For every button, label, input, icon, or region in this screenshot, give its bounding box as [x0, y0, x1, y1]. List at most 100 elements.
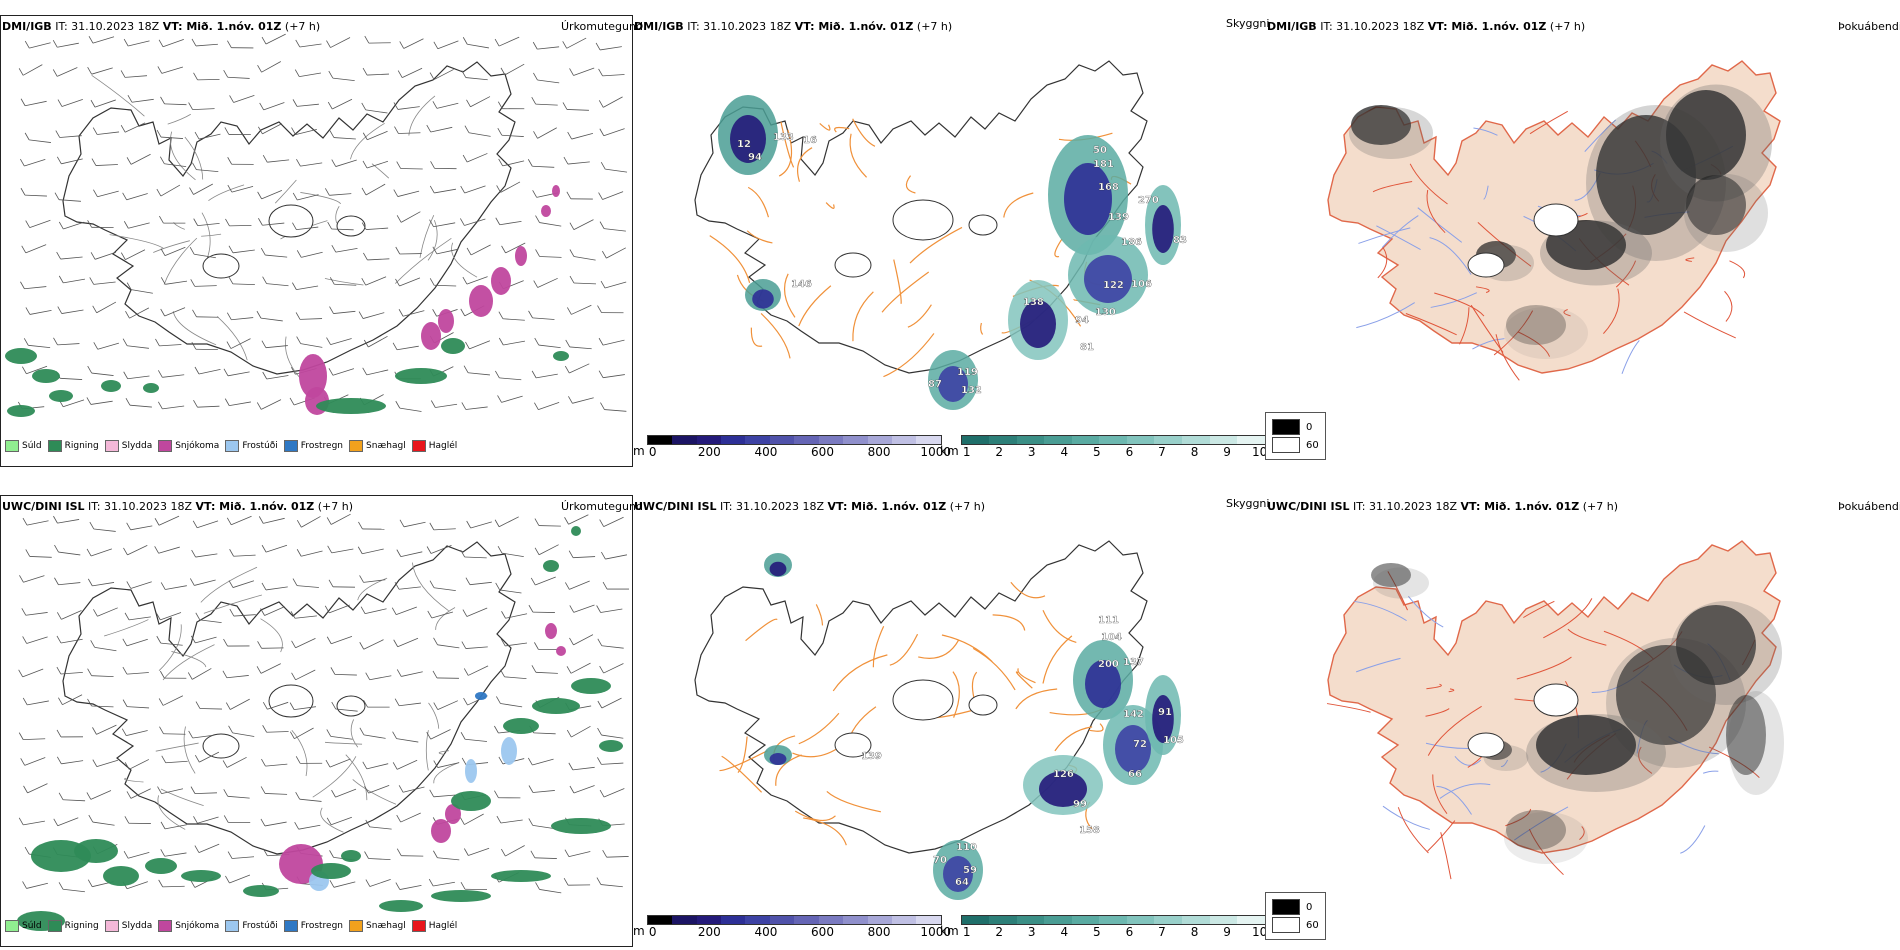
vis-panel-row1: 50 181 168 270 139 186 83 122 106 138 94 130 81 146 11… — [633, 15, 1266, 467]
colorbar-cell — [1126, 436, 1155, 444]
colorbar-cell — [745, 916, 770, 924]
colorbar-cell — [696, 916, 721, 924]
colorbar-cell — [1071, 916, 1100, 924]
colorbar-cell — [672, 916, 697, 924]
colorbar-tick-label: 5 — [1093, 445, 1101, 459]
colorbar-cell — [1209, 916, 1238, 924]
legend-label: Snæhagl — [366, 921, 406, 931]
legend-label: Súld — [22, 921, 42, 931]
ceiling-value-label: 66 — [1128, 769, 1142, 780]
colorbar-cell — [672, 436, 697, 444]
colorbar-cell — [1126, 916, 1155, 924]
colorbar-tick-label: 8 — [1190, 445, 1199, 459]
colorbar-tick-label: 6 — [1125, 445, 1134, 459]
wind-barbs — [18, 513, 630, 894]
colorbar-tick-label: 600 — [811, 925, 834, 939]
colorbar-cell — [1209, 436, 1238, 444]
fog-legend-label: 0 — [1306, 901, 1313, 913]
it-label: IT: — [1353, 500, 1366, 513]
legend-label: Slydda — [121, 441, 153, 451]
fog-panel-row1 — [1266, 15, 1900, 467]
fog-title-row1: Þokuábendi — [1838, 20, 1900, 33]
vt-label: VT: Mið. 1.nóv. 01Z — [827, 500, 947, 513]
colorbar-tick-label: 7 — [1158, 925, 1166, 939]
legend-swatch — [47, 440, 62, 452]
fog-legend-swatch — [1272, 419, 1300, 435]
ceiling-value-label: 119 — [957, 367, 978, 378]
colorbar-unit: m — [633, 924, 645, 938]
legend-swatch — [349, 440, 364, 452]
vt-label: VT: Mið. 1.nóv. 01Z — [1427, 20, 1547, 33]
legend-label: Súld — [22, 441, 42, 451]
colorbar-cell — [720, 436, 746, 444]
colorbar-cell — [843, 916, 868, 924]
lead-time: (+7 h) — [1582, 500, 1619, 513]
colorbar-cell — [961, 916, 990, 924]
legend-swatch — [283, 920, 298, 932]
fog-legend-item: 0 — [1272, 419, 1319, 435]
ceiling-value-label: 139 — [1108, 212, 1129, 223]
fog-index-areas — [1371, 563, 1784, 864]
ceiling-value-label: 70 — [933, 855, 947, 866]
colorbar-cell — [916, 916, 941, 924]
vis-header-row1: DMI/IGB IT: 31.10.2023 18Z VT: Mið. 1.nó… — [634, 20, 952, 33]
it-label: IT: — [720, 500, 733, 513]
precip-panel-row1: Súld Rigning Slydda Snjókoma Frostúði Frostre… — [0, 15, 633, 467]
colorbar-tick-label: 600 — [811, 445, 834, 459]
vt-label: VT: Mið. 1.nóv. 01Z — [794, 20, 914, 33]
colorbar-tick-label: 1 — [962, 445, 971, 459]
vt-label: VT: Mið. 1.nóv. 01Z — [1460, 500, 1580, 513]
ceiling-value-label: 87 — [928, 379, 942, 390]
it-label: IT: — [687, 20, 700, 33]
vt-label: VT: Mið. 1.nóv. 01Z — [195, 500, 315, 513]
colorbar-cell — [989, 916, 1017, 924]
colorbar-cell — [1016, 436, 1045, 444]
colorbar-tick-label: 2 — [995, 925, 1004, 939]
lead-time: (+7 h) — [317, 500, 354, 513]
precip-legend-row1: Súld Rigning Slydda Snjókoma Frostúði Frostre… — [5, 440, 457, 452]
ceiling-value-label: 137 — [1123, 657, 1144, 668]
ceiling-value-label: 130 — [1095, 307, 1116, 318]
ceiling-value-label: 168 — [1098, 182, 1119, 193]
legend-label: Rigning — [64, 921, 99, 931]
ceiling-value-label: 181 — [1093, 159, 1114, 170]
iceland-outline-vis — [694, 540, 1148, 854]
precip-title-row2: Úrkomutegund — [561, 500, 643, 513]
fog-legend-swatch — [1272, 437, 1300, 453]
vis-map-row2: 111 104 200 137 142 91 105 72 66 126 99 158 110 70 596… — [694, 540, 1184, 900]
fog-panel-row2 — [1266, 495, 1900, 947]
it-label: IT: — [1320, 20, 1333, 33]
precip-map-row1 — [5, 33, 628, 417]
vis-title-row1: Skyggni — [1226, 17, 1270, 30]
legend-swatch — [158, 440, 173, 452]
legend-label: Snjókoma — [175, 441, 220, 451]
precip-legend-item: Haglél — [411, 920, 457, 932]
colorbar-tick-label: 1000 — [920, 925, 951, 939]
colorbar-cell — [1154, 916, 1183, 924]
vis-header-row2: UWC/DINI ISL IT: 31.10.2023 18Z VT: Mið.… — [634, 500, 985, 513]
colorbar-tick-label: 10 — [1252, 925, 1268, 939]
colorbar-tick-label: 2 — [995, 445, 1004, 459]
fog-header-row1: DMI/IGB IT: 31.10.2023 18Z VT: Mið. 1.nó… — [1267, 20, 1585, 33]
ceiling-value-label: 72 — [1133, 739, 1147, 750]
ceiling-value-label: 133 — [773, 132, 794, 143]
ceiling-value-label: 200 — [1098, 659, 1119, 670]
colorbar-tick-label: 0 — [648, 925, 657, 939]
lead-time: (+7 h) — [916, 20, 953, 33]
precip-legend-item: Súld — [5, 440, 42, 452]
legend-swatch — [225, 920, 240, 932]
colorbar-cell — [745, 436, 770, 444]
legend-swatch — [104, 920, 119, 932]
colorbar-cell — [867, 436, 892, 444]
colorbar-cell — [794, 916, 819, 924]
precip-legend-item: Frostúði — [225, 440, 278, 452]
vis-panel-row2: 111 104 200 137 142 91 105 72 66 126 99 158 110 70 59 6… — [633, 495, 1266, 947]
precip-panel-row2: Súld Rigning Slydda Snjókoma Frostúði Frostre… — [0, 495, 633, 947]
colorbar-tick-label: 1000 — [920, 445, 951, 459]
colorbar-cell — [1071, 436, 1100, 444]
colorbar-tick-label: 400 — [754, 925, 778, 939]
colorbar-cell — [1016, 916, 1045, 924]
precip-legend-item: Snæhagl — [349, 440, 406, 452]
colorbar-cell — [1044, 916, 1072, 924]
precip-legend-item: Slydda — [104, 920, 152, 932]
